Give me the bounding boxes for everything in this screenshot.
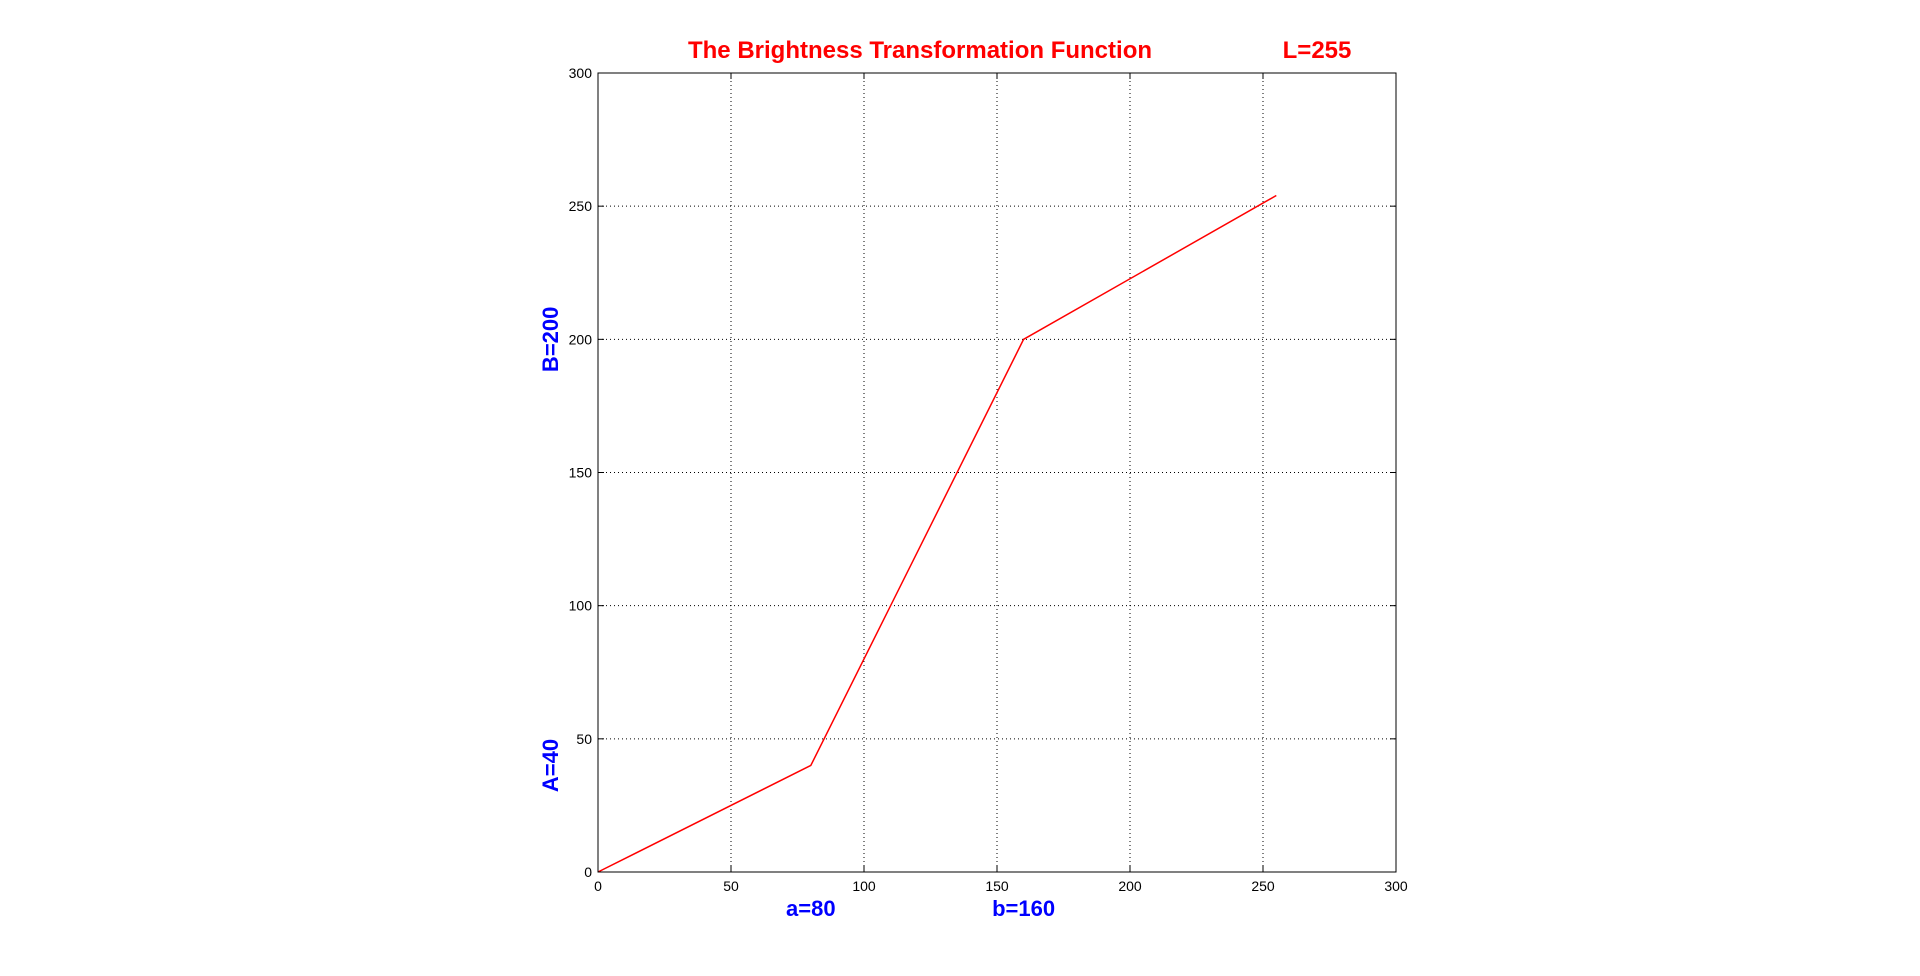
series-line [597, 194, 1277, 873]
tick-layer: 0 50 100 150 200 250 300 0 50 100 150 200 250 300 [569, 65, 1408, 894]
y-tick-label: 0 [584, 864, 592, 880]
y-tick-label: 100 [569, 598, 593, 614]
y-breakpoint-label: B=200 [538, 307, 563, 372]
y-tick-label: 150 [569, 465, 593, 481]
x-tick-label: 300 [1384, 878, 1408, 894]
x-tick-label: 50 [723, 878, 739, 894]
y-tick-label: 200 [569, 331, 593, 347]
grid-layer [598, 73, 1396, 872]
x-breakpoint-label: a=80 [786, 896, 836, 921]
x-breakpoint-label: b=160 [992, 896, 1055, 921]
annotation-layer: a=80 b=160 A=40 B=200 [538, 307, 1055, 921]
chart-title: The Brightness Transformation Function [688, 37, 1152, 64]
x-tick-label: 0 [594, 878, 602, 894]
x-tick-label: 250 [1251, 878, 1275, 894]
series-layer [597, 194, 1277, 873]
x-tick-label: 100 [852, 878, 876, 894]
plot-area-frame [597, 72, 1397, 873]
x-tick-label: 200 [1118, 878, 1142, 894]
y-tick-label: 50 [576, 731, 592, 747]
chart-title-extra: L=255 [1283, 37, 1352, 64]
x-tick-label: 150 [985, 878, 1009, 894]
y-tick-label: 300 [569, 65, 593, 81]
y-breakpoint-label: A=40 [538, 739, 563, 792]
y-tick-label: 250 [569, 198, 593, 214]
